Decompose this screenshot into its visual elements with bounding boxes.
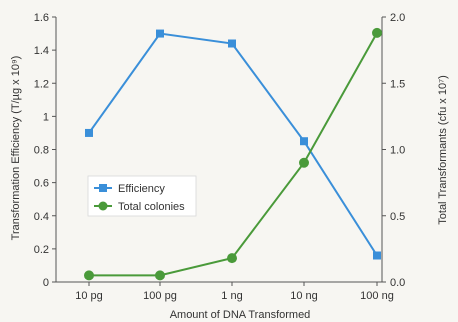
left-tick-label: 0.2 [34,244,49,256]
right-tick-label: 0.0 [390,277,405,289]
left-tick-label: 1 [43,111,49,123]
axes [55,17,383,283]
left-tick-label: 1.6 [34,12,49,24]
data-point-efficiency [85,128,93,137]
data-point-total-colonies [155,270,165,281]
x-tick-label: 100 pg [143,290,177,302]
data-point-total-colonies [372,27,382,38]
right-tick-label: 1.0 [390,145,405,157]
series-line-efficiency [88,32,378,257]
right-tick-label: 1.5 [390,78,405,90]
data-point-efficiency [156,29,164,38]
legend-efficiency-marker [99,184,107,192]
x-axis-title: Amount of DNA Transformed [170,309,311,321]
series-layer [84,27,382,281]
legend-efficiency-label: Efficiency [118,183,165,195]
right-tick-label: 0.5 [390,211,405,223]
data-point-efficiency [228,39,236,48]
right-axis-ticks: 0.0 0.5 1.0 1.5 2.0 [382,12,405,289]
x-axis-ticks: 10 pg 100 pg 1 ng 10 ng 100 ng [75,282,394,302]
data-point-efficiency [300,137,308,146]
data-point-efficiency [373,251,381,260]
data-point-total-colonies [299,157,309,168]
x-tick-label: 10 ng [290,290,318,302]
x-tick-label: 10 pg [75,290,103,302]
left-tick-label: 1.2 [34,78,49,90]
right-axis-title: Total Transformants (cfu x 10⁷) [437,75,449,224]
legend: Efficiency Total colonies [87,175,197,217]
left-axis-title: Transformation Efficiency (T/µg x 10⁹) [10,56,22,241]
right-tick-label: 2.0 [390,12,405,24]
left-axis-ticks: 0 0.2 0.4 0.6 0.8 1 1.2 1.4 1.6 [34,12,56,289]
x-tick-label: 100 ng [360,290,394,302]
data-point-total-colonies [84,270,94,281]
left-tick-label: 0.4 [34,211,49,223]
data-point-total-colonies [227,253,237,264]
legend-colonies-marker [98,201,108,211]
series-line-total-colonies [89,32,378,277]
left-tick-label: 0.6 [34,178,49,190]
left-tick-label: 0 [43,277,49,289]
legend-colonies-label: Total colonies [118,201,185,213]
left-tick-label: 1.4 [34,45,49,57]
x-tick-label: 1 ng [221,290,242,302]
left-tick-label: 0.8 [34,145,49,157]
